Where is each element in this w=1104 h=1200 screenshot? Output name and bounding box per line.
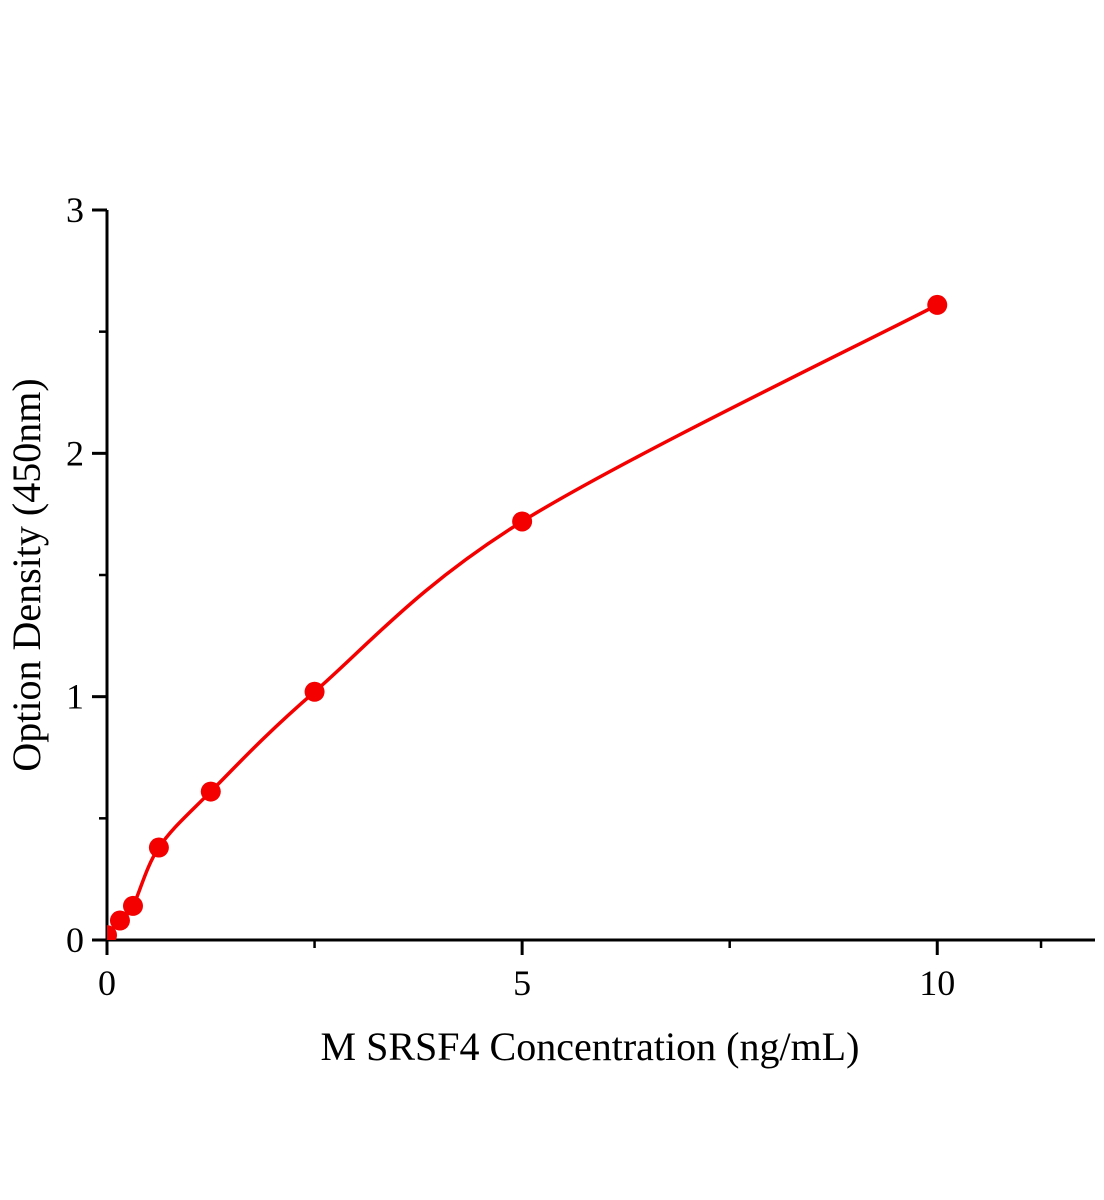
- data-point: [512, 511, 533, 532]
- fit-curve: [107, 303, 939, 937]
- data-point: [122, 895, 143, 916]
- data-point: [927, 294, 948, 315]
- y-tick-label: 0: [66, 920, 84, 960]
- x-tick-label: 10: [919, 963, 955, 1003]
- x-axis-label: M SRSF4 Concentration (ng/mL): [321, 1024, 860, 1069]
- y-tick-label: 3: [66, 190, 84, 230]
- y-axis-label: Option Density (450nm): [4, 378, 49, 771]
- y-tick-label: 1: [66, 677, 84, 717]
- data-layer: [107, 294, 948, 940]
- y-tick-label: 2: [66, 433, 84, 473]
- data-point: [109, 910, 130, 931]
- data-point: [304, 681, 325, 702]
- x-tick-label: 0: [98, 963, 116, 1003]
- plot-area: 0 5 10 0 1 2 3: [66, 190, 1095, 1003]
- data-point: [148, 837, 169, 858]
- data-point: [200, 781, 221, 802]
- x-tick-label: 5: [513, 963, 531, 1003]
